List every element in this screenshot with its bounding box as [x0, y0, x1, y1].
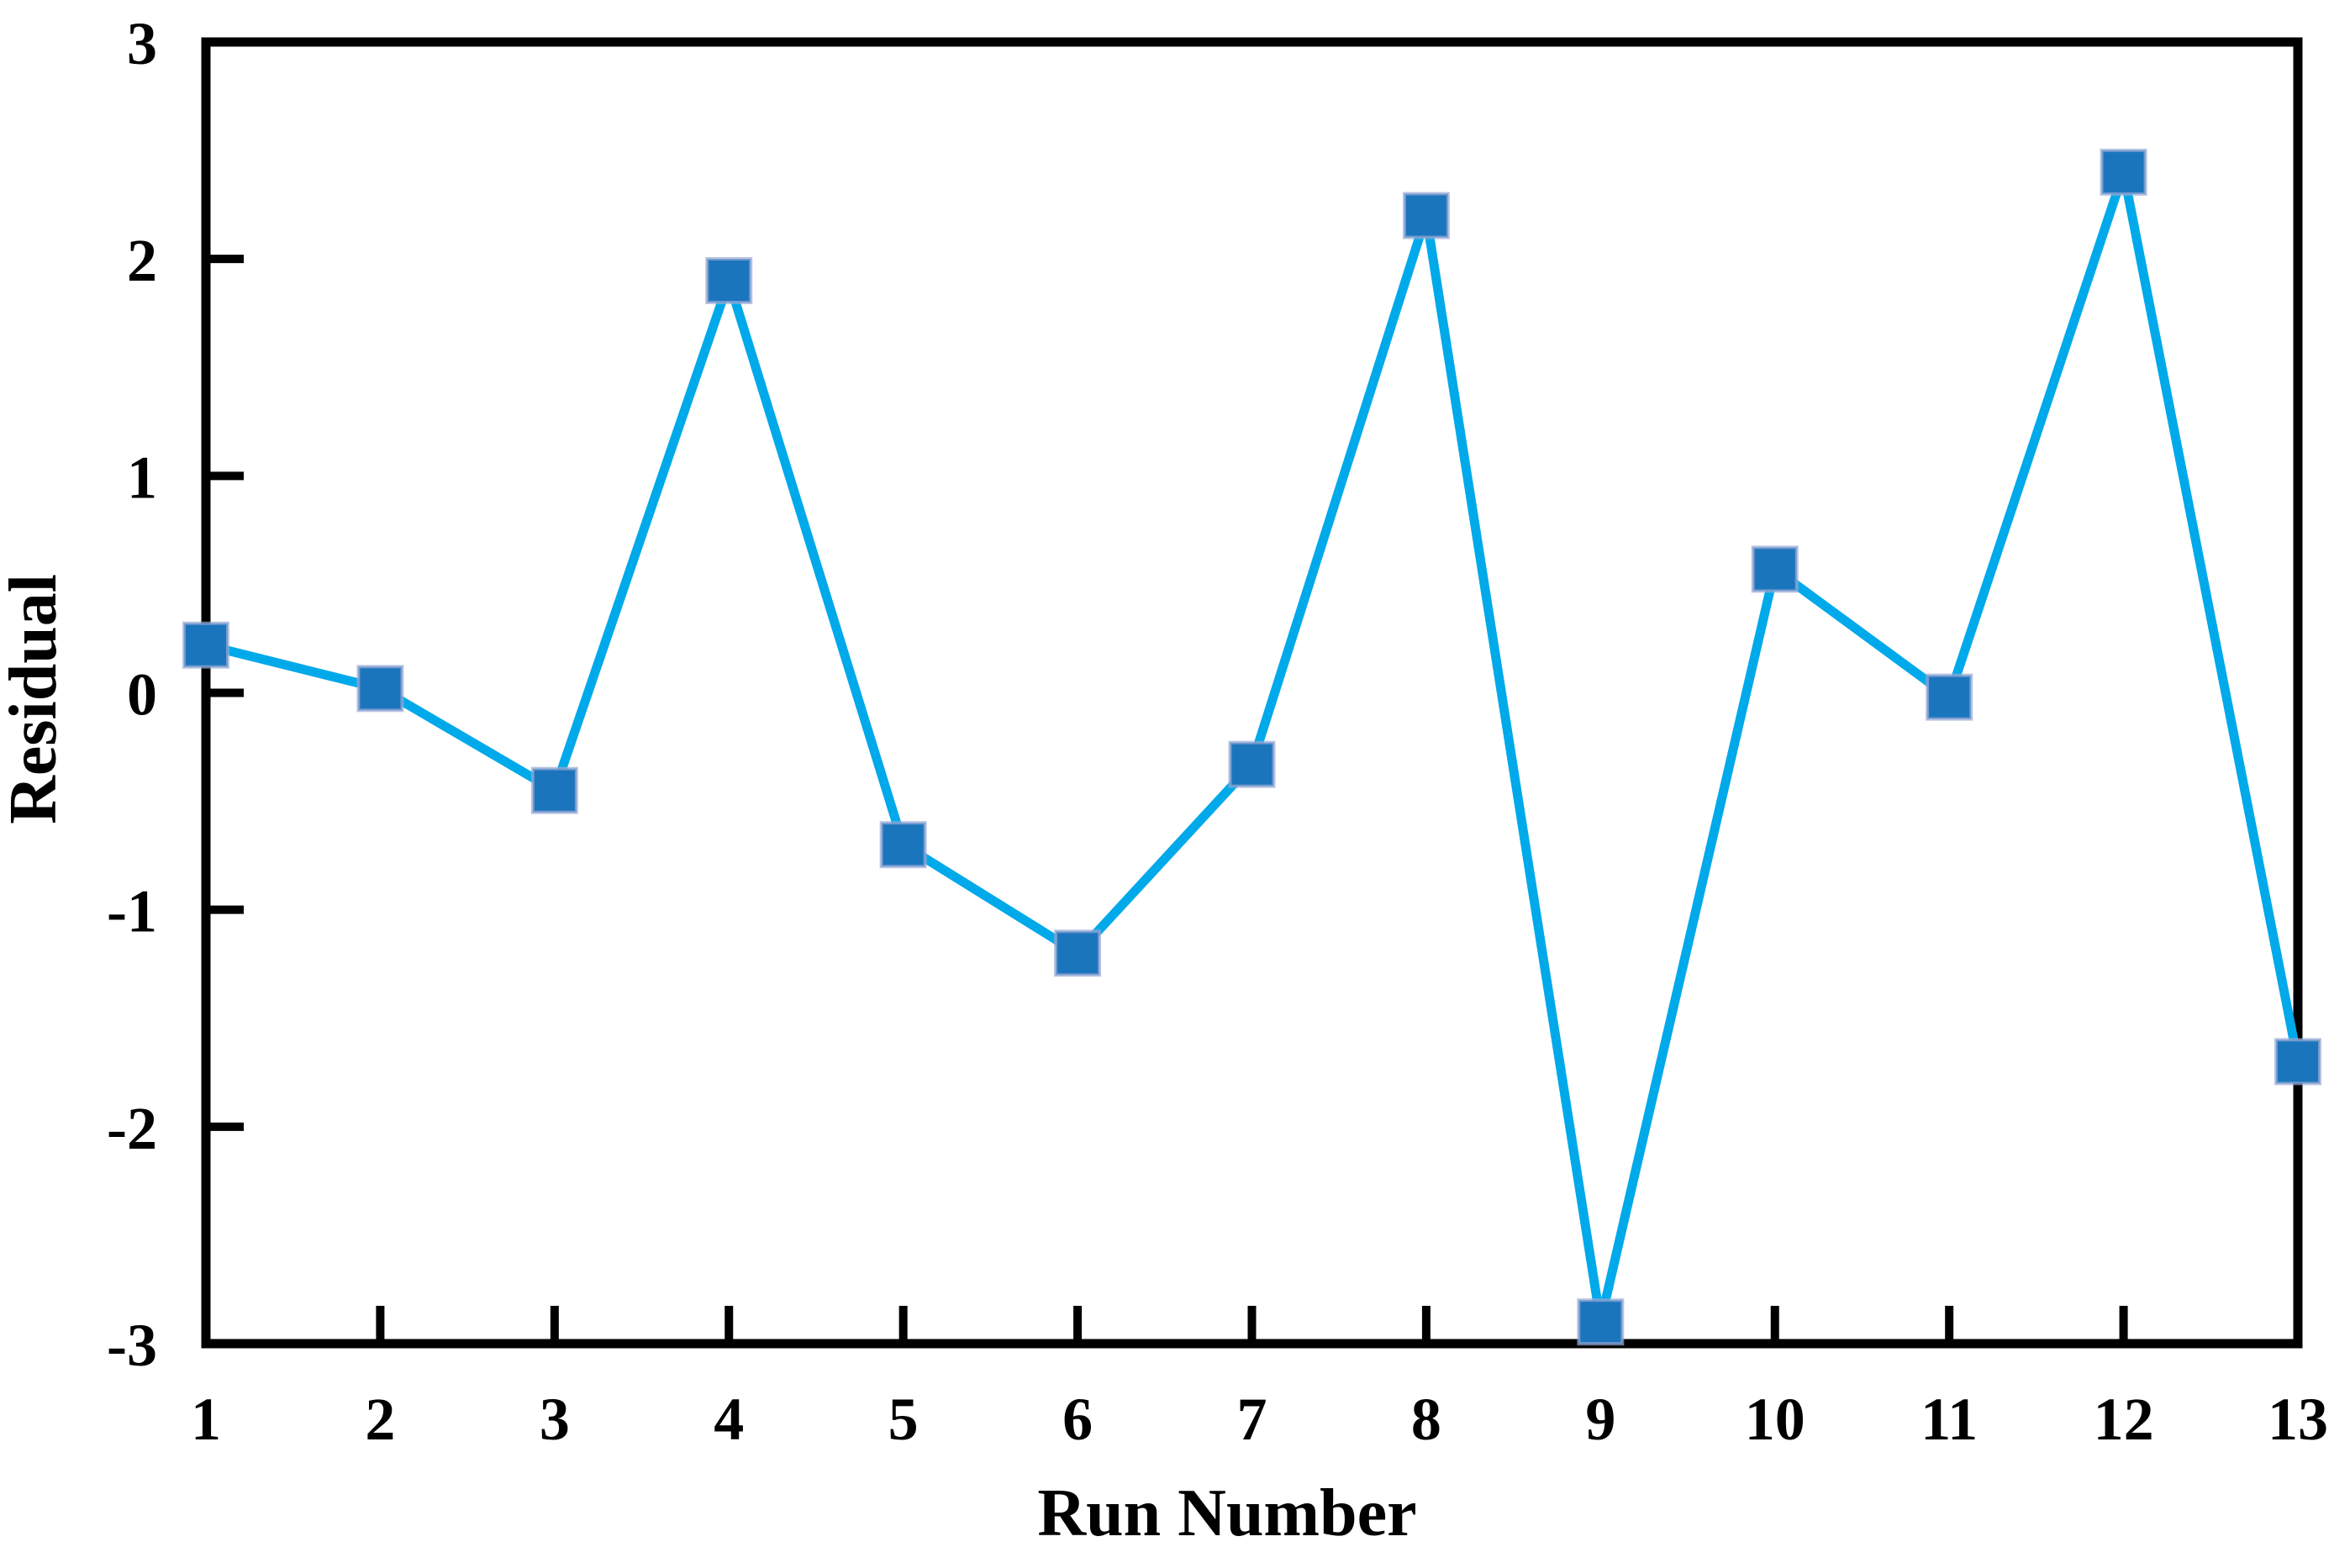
x-tick-label: 10 — [1745, 1386, 1805, 1453]
data-point-marker — [530, 766, 578, 814]
y-tick-label: 2 — [127, 227, 157, 294]
x-tick-label: 7 — [1237, 1386, 1267, 1453]
data-point-marker — [1751, 545, 1799, 593]
x-tick-label: 2 — [365, 1386, 395, 1453]
x-tick-label: 11 — [1921, 1386, 1978, 1453]
x-tick-label: 9 — [1585, 1386, 1615, 1453]
data-point-marker — [182, 621, 229, 669]
data-point-marker — [1577, 1298, 1625, 1346]
y-tick-label: -1 — [107, 878, 157, 945]
data-point-marker — [2100, 148, 2147, 196]
x-tick-label: 13 — [2268, 1386, 2328, 1453]
y-tick-label: -2 — [107, 1095, 157, 1162]
data-point-marker — [1054, 929, 1102, 977]
data-point-marker — [879, 821, 927, 869]
x-tick-label: 4 — [714, 1386, 744, 1453]
data-point-marker — [705, 256, 753, 304]
y-axis-title: Residual — [0, 574, 71, 824]
axis-frame — [201, 37, 2303, 1349]
x-tick-label: 12 — [2094, 1386, 2154, 1453]
x-tick-label: 1 — [191, 1386, 221, 1453]
data-point-marker — [1926, 673, 1973, 721]
x-tick-label: 8 — [1411, 1386, 1441, 1453]
data-point-marker — [2274, 1038, 2321, 1086]
x-tick-label: 3 — [540, 1386, 570, 1453]
x-tick-label: 6 — [1062, 1386, 1093, 1453]
data-point-marker — [356, 665, 404, 713]
x-tick-label: 5 — [888, 1386, 919, 1453]
y-tick-label: 3 — [127, 10, 157, 77]
y-tick-label: 1 — [127, 444, 157, 511]
data-point-marker — [1402, 192, 1450, 239]
y-tick-label: -3 — [107, 1312, 157, 1379]
x-axis-title: Run Number — [1037, 1476, 1416, 1550]
y-tick-label: 0 — [127, 661, 157, 729]
data-point-marker — [1228, 740, 1276, 788]
